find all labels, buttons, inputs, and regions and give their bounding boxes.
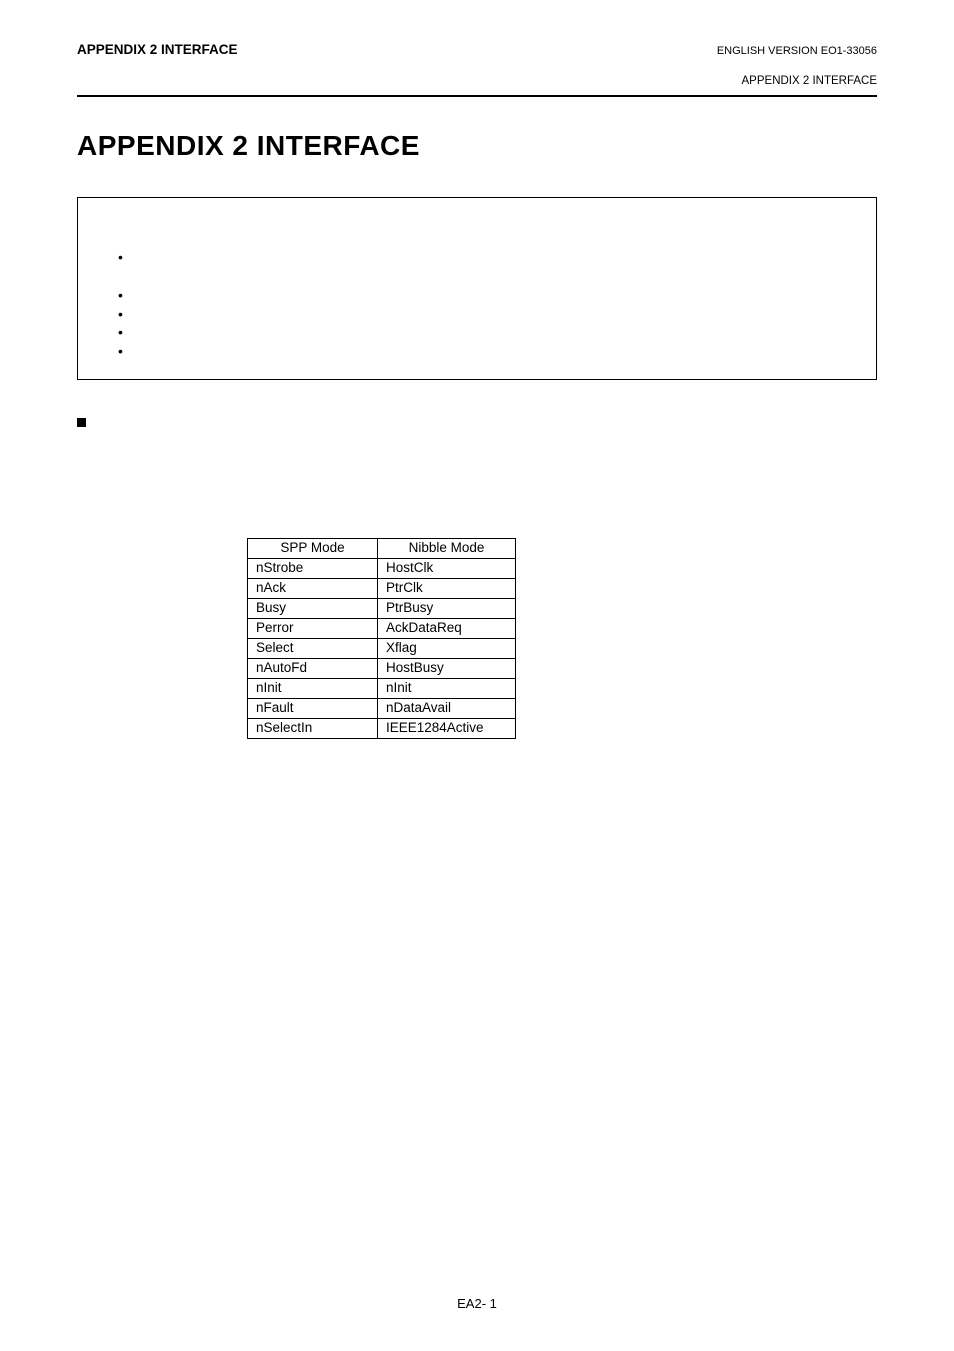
header-right: ENGLISH VERSION EO1-33056 [717, 45, 877, 57]
table-header-nibble: Nibble Mode [378, 539, 516, 559]
header-rule [77, 95, 877, 97]
table-header-spp: SPP Mode [248, 539, 378, 559]
table-cell: IEEE1284Active [378, 719, 516, 739]
table-cell: HostClk [378, 559, 516, 579]
table-row: Perror AckDataReq [248, 619, 516, 639]
note-intro: To prevent radiation and reception of el… [100, 227, 854, 242]
subheader-right: APPENDIX 2 INTERFACE [742, 75, 877, 87]
table-cell: nInit [378, 679, 516, 699]
table-cell: nInit [248, 679, 378, 699]
note-title: NOTE: [100, 208, 854, 223]
page-footer: EA2- 1 [0, 1296, 954, 1311]
section-header: Parallel interface (Centronics) [77, 414, 877, 430]
table-row: Busy PtrBusy [248, 599, 516, 619]
note-list: In case of a parallel interface cable or… [100, 248, 854, 361]
page-title: APPENDIX 2 INTERFACE [77, 130, 877, 162]
table-cell: AckDataReq [378, 619, 516, 639]
table-row: nSelectIn IEEE1284Active [248, 719, 516, 739]
note-box: NOTE: To prevent radiation and reception… [77, 197, 877, 380]
table-cell: nAck [248, 579, 378, 599]
note-item: Should not be tied to power line conduit… [118, 323, 854, 342]
table-row: nStrobe HostClk [248, 559, 516, 579]
table-cell: Select [248, 639, 378, 659]
table-cell: Busy [248, 599, 378, 619]
table-row: nAutoFd HostBusy [248, 659, 516, 679]
table-cell: PtrBusy [378, 599, 516, 619]
table-row: nInit nInit [248, 679, 516, 699]
table-header-row: SPP Mode Nibble Mode [248, 539, 516, 559]
note-item: Keep as short as possible. [118, 286, 854, 305]
table-cell: HostBusy [378, 659, 516, 679]
section-data-input: Data input method: 8 bit parallel [98, 472, 877, 487]
table-cell: nAutoFd [248, 659, 378, 679]
subheader: APPENDIX 2 INTERFACE [77, 75, 877, 87]
table-cell: nStrobe [248, 559, 378, 579]
signal-table: SPP Mode Nibble Mode nStrobe HostClk nAc… [247, 538, 516, 739]
table-cell: PtrClk [378, 579, 516, 599]
note-item: A parallel interface cable to be used sh… [118, 342, 854, 361]
table-row: nFault nDataAvail [248, 699, 516, 719]
section-title: Parallel interface (Centronics) [98, 414, 296, 430]
note-item: In case of a parallel interface cable or… [118, 248, 854, 286]
section-mode-sub: Compatible mode (SPP mode), Nibble mode [197, 453, 877, 468]
table-cell: nFault [248, 699, 378, 719]
table-cell: Perror [248, 619, 378, 639]
table-row: Select Xflag [248, 639, 516, 659]
table-cell: Xflag [378, 639, 516, 659]
table-row: nAck PtrClk [248, 579, 516, 599]
header-left: APPENDIX 2 INTERFACE [77, 42, 238, 57]
table-cell: nDataAvail [378, 699, 516, 719]
table-cell: nSelectIn [248, 719, 378, 739]
note-item: Should not be bundled tightly with power… [118, 305, 854, 324]
section-mode-line: Mode: Conforming to IEEE1284 [98, 434, 877, 449]
page-header: APPENDIX 2 INTERFACE ENGLISH VERSION EO1… [77, 42, 877, 57]
square-bullet-icon [77, 418, 86, 427]
control-signal-label: Control signal: [113, 517, 877, 532]
